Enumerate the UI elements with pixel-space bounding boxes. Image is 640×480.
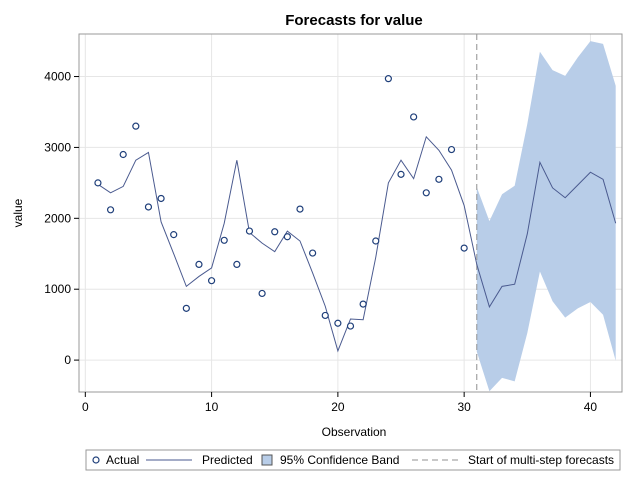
predicted-line: [97, 135, 617, 353]
x-tick-label: 0: [82, 400, 89, 414]
y-tick-label: 3000: [44, 140, 71, 154]
y-tick-label: 1000: [44, 282, 71, 296]
actual-point: [182, 304, 190, 312]
legend-label: Start of multi-step forecasts: [468, 453, 614, 467]
actual-point: [245, 227, 254, 235]
actual-point: [220, 236, 228, 244]
actual-point: [435, 175, 443, 183]
actual-point: [397, 170, 405, 178]
legend-label: 95% Confidence Band: [280, 453, 399, 467]
x-axis-label: Observation: [322, 425, 387, 439]
confidence-band: [476, 41, 616, 392]
actual-point: [410, 113, 418, 121]
actual-point: [309, 249, 317, 257]
chart-title: Forecasts for value: [285, 12, 423, 29]
actual-point: [460, 244, 468, 252]
actual-point: [447, 145, 456, 154]
actual-point: [296, 205, 304, 213]
x-tick-label: 20: [331, 400, 345, 414]
actual-point: [346, 322, 355, 330]
confidence-band-layer: [476, 41, 616, 392]
actual-point: [422, 189, 430, 197]
actual-point: [321, 311, 329, 320]
legend: Actual Predicted 95% Confidence Band Start …: [85, 449, 621, 471]
legend-frame: [85, 449, 621, 471]
actual-point: [271, 228, 279, 236]
actual-point: [170, 231, 178, 239]
legend-label: Actual: [106, 453, 139, 467]
actual-point: [94, 179, 102, 187]
x-axis-ticks: 0 10 20 30 40: [82, 392, 597, 414]
x-tick-label: 40: [584, 400, 598, 414]
actual-point: [258, 289, 266, 298]
actual-point: [207, 277, 216, 285]
actual-point: [119, 150, 127, 159]
actual-markers-layer: [94, 75, 468, 330]
y-axis-ticks: 0 1000 2000 3000 4000: [44, 70, 79, 367]
actual-point: [384, 75, 392, 83]
y-tick-label: 4000: [44, 70, 71, 84]
legend-label: Predicted: [202, 453, 253, 467]
actual-point: [233, 260, 241, 268]
actual-point: [195, 260, 203, 268]
actual-point: [144, 203, 153, 211]
actual-point: [359, 300, 367, 308]
x-tick-label: 10: [205, 400, 219, 414]
actual-point: [106, 206, 115, 214]
actual-point: [334, 319, 342, 327]
legend-band-swatch: [261, 454, 273, 466]
y-axis-label: value: [11, 198, 25, 227]
actual-point: [372, 237, 380, 245]
actual-point: [283, 233, 291, 241]
y-tick-label: 0: [64, 353, 71, 367]
x-tick-label: 30: [457, 400, 471, 414]
legend-actual-marker: [92, 456, 100, 464]
actual-point: [132, 122, 140, 130]
actual-point: [157, 194, 165, 203]
predicted-line-layer: [97, 135, 617, 353]
y-tick-label: 2000: [44, 211, 71, 225]
plot-frame: [78, 33, 623, 393]
